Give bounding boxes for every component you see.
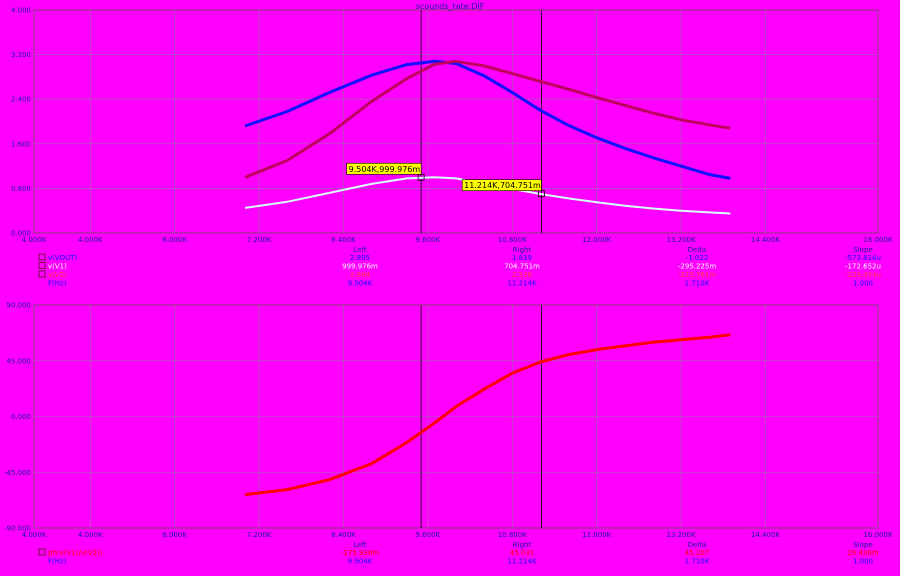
x-tick-label: 16.000K bbox=[863, 531, 892, 539]
x-tick-label: 6.000K bbox=[162, 236, 187, 244]
measurement-value: 999.976m bbox=[342, 263, 378, 271]
y-tick-label: 90.000 bbox=[7, 302, 32, 310]
measurement-value: 45.207 bbox=[685, 549, 710, 557]
y-tick-label: 0.000 bbox=[11, 413, 31, 421]
chart-title: scounds_tate.DIF bbox=[416, 2, 485, 11]
measurement-header: Delta bbox=[688, 541, 707, 549]
measurement-value: 45.031 bbox=[510, 549, 535, 557]
x-tick-label: 10.800K bbox=[498, 531, 527, 539]
measurement-value: -373.761m bbox=[678, 271, 716, 279]
measurement-value: -1.022 bbox=[686, 254, 709, 262]
x-tick-label: 4.000K bbox=[78, 236, 103, 244]
x-tick-label: 4.000K bbox=[22, 531, 47, 539]
measurement-value: 9.504K bbox=[348, 558, 373, 566]
measurement-value: 1.710K bbox=[685, 558, 710, 566]
y-tick-label: -45.000 bbox=[4, 469, 31, 477]
measurement-value: 11.214K bbox=[507, 280, 536, 288]
x-tick-label: 12.000K bbox=[582, 531, 611, 539]
y-tick-label: 4.000 bbox=[11, 7, 31, 15]
y-tick-label: 45.000 bbox=[7, 357, 32, 365]
measurement-header: Right bbox=[513, 541, 532, 549]
measurement-value: 1.000 bbox=[853, 558, 873, 566]
legend-trace-name: v(V2) bbox=[48, 271, 67, 279]
measurement-value: 1.710K bbox=[685, 280, 710, 288]
measurement-value: -175.938m bbox=[341, 549, 379, 557]
x-tick-label: 14.400K bbox=[751, 531, 780, 539]
legend-trace-name: v(V1) bbox=[48, 263, 67, 271]
measurement-value: -295.225m bbox=[678, 263, 716, 271]
legend-trace-name: ph(v(V1)/v(V2)) bbox=[48, 549, 103, 557]
plot-frame bbox=[33, 9, 879, 234]
measurement-value: 9.504K bbox=[348, 280, 373, 288]
x-tick-label: 9.600K bbox=[416, 236, 441, 244]
cursor-value-label: 9.504K,999.976m bbox=[349, 165, 421, 174]
measurement-value: -573.814u bbox=[845, 254, 881, 262]
series-line bbox=[244, 59, 731, 180]
x-tick-label: 8.400K bbox=[331, 236, 356, 244]
magnitude-measurement-table: Left Right Delta Slope v(VOUT) 2.895 1.819 -1.0… bbox=[38, 246, 881, 288]
y-tick-label: -90.000 bbox=[4, 525, 31, 533]
x-tick-label: 12.000K bbox=[582, 236, 611, 244]
y-tick-label: 3.200 bbox=[11, 51, 31, 59]
legend-swatch bbox=[38, 253, 46, 261]
legend-swatch bbox=[38, 270, 46, 278]
y-tick-label: 0.800 bbox=[11, 185, 31, 193]
measurement-header: Right bbox=[513, 246, 532, 254]
cursor-value-tag bbox=[461, 179, 542, 191]
x-tick-label: 13.200K bbox=[667, 236, 696, 244]
legend-swatch bbox=[38, 262, 46, 269]
magnitude-panel: 4.000K 4.000K 6.000K 7.200K 8.400K 9.600K 10.8… bbox=[11, 7, 893, 245]
measurement-header: Slope bbox=[853, 246, 872, 254]
x-tick-label: 7.200K bbox=[247, 236, 272, 244]
phase-panel: 4.000K 4.000K 6.000K 7.200K 8.400K 9.600K 10.8… bbox=[4, 302, 893, 540]
measurement-value: 2.538 bbox=[512, 271, 532, 279]
measurement-value: 704.751m bbox=[504, 263, 540, 271]
series-line bbox=[244, 333, 731, 497]
x-tick-label: 8.400K bbox=[331, 531, 356, 539]
x-tick-label: 4.000K bbox=[22, 236, 47, 244]
x-tick-label: 14.400K bbox=[751, 236, 780, 244]
measurement-value: 1.000 bbox=[853, 280, 873, 288]
phase-measurement-table: Left Right Delta Slope ph(v(V1)/v(V2)) -175.9… bbox=[38, 541, 879, 566]
measurement-value: -172.652u bbox=[845, 263, 881, 271]
x-tick-label: 6.000K bbox=[162, 531, 187, 539]
x-tick-label: 13.200K bbox=[667, 531, 696, 539]
measurement-value: 11.214K bbox=[507, 558, 536, 566]
x-tick-label: 16.000K bbox=[863, 236, 892, 244]
y-tick-label: 2.400 bbox=[11, 96, 31, 104]
legend-trace-name: F(Hz) bbox=[48, 280, 67, 288]
x-tick-label: 7.200K bbox=[247, 531, 272, 539]
measurement-header: Slope bbox=[853, 541, 872, 549]
series-line bbox=[244, 59, 731, 179]
x-tick-label: 10.800K bbox=[498, 236, 527, 244]
legend-trace-name: v(VOUT) bbox=[48, 254, 77, 262]
cursor-value-tag bbox=[346, 162, 422, 175]
measurement-value: 2.894 bbox=[350, 271, 371, 279]
measurement-header: Delta bbox=[688, 246, 707, 254]
y-tick-label: 1.600 bbox=[11, 140, 31, 148]
measurement-header: Left bbox=[353, 541, 366, 549]
legend-swatch bbox=[38, 548, 46, 556]
x-tick-label: 9.600K bbox=[416, 531, 441, 539]
cursor-value-label: 11.214K,704.751m bbox=[464, 181, 541, 190]
measurement-header: Left bbox=[353, 246, 366, 254]
measurement-value: -233.454u bbox=[845, 271, 881, 279]
measurement-value: 2.895 bbox=[350, 254, 370, 262]
legend-trace-name: F(Hz) bbox=[48, 558, 67, 566]
measurement-value: 1.819 bbox=[512, 254, 532, 262]
measurement-value: 26.436m bbox=[847, 549, 878, 557]
x-tick-label: 4.000K bbox=[78, 531, 103, 539]
y-tick-label: 0.000 bbox=[11, 230, 31, 238]
